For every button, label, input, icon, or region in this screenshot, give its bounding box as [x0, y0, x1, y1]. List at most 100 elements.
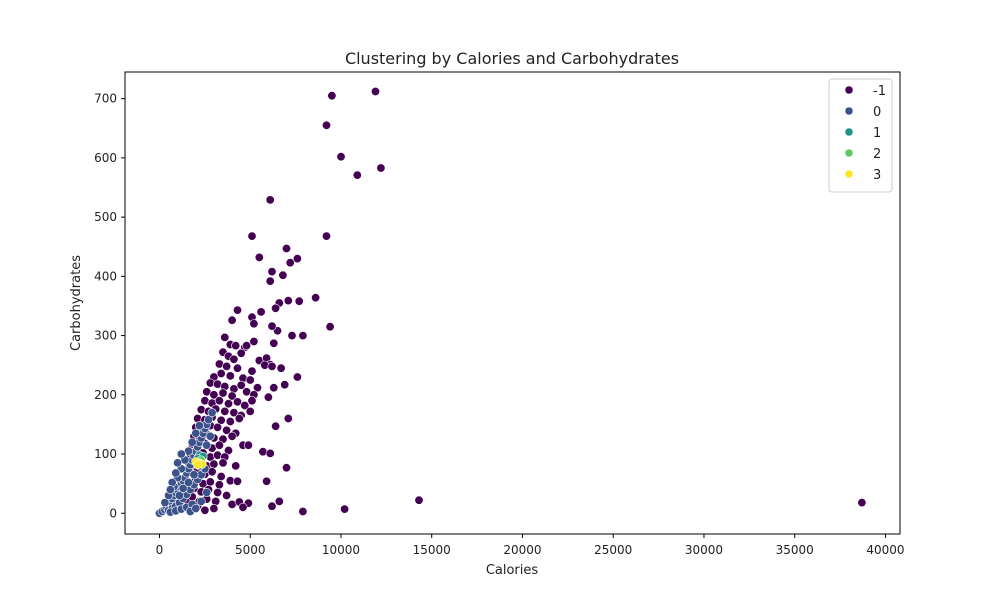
scatter-point-cluster-0-23 [227, 315, 237, 325]
scatter-point-cluster-0-173 [209, 503, 219, 513]
x-tick-label-8: 40000 [866, 543, 904, 557]
y-tick-label-0: 0 [109, 506, 117, 520]
scatter-point-cluster-0-47 [233, 363, 243, 373]
scatter-point-cluster-0-91 [225, 416, 235, 426]
scatter-point-cluster-0-21 [233, 305, 243, 315]
scatter-point-cluster-0-163 [238, 502, 248, 512]
scatter-point-cluster-0-36 [249, 336, 259, 346]
scatter-point-cluster-1-64 [160, 498, 170, 508]
legend-marker-1 [844, 106, 854, 116]
scatter-point-cluster-0-152 [222, 490, 232, 500]
x-tick-label-6: 30000 [685, 543, 723, 557]
scatter-point-cluster-0-12 [292, 254, 302, 264]
legend-label-3: 2 [873, 147, 881, 162]
scatter-point-cluster-0-168 [857, 498, 867, 508]
scatter-point-cluster-0-69 [227, 391, 237, 401]
scatter-point-cluster-0-167 [414, 495, 424, 505]
legend-label-4: 3 [873, 168, 881, 183]
scatter-point-cluster-1-68 [191, 503, 201, 513]
scatter-point-cluster-1-27 [207, 408, 217, 418]
scatter-point-cluster-0-18 [294, 296, 304, 306]
scatter-point-cluster-1-55 [189, 470, 199, 480]
scatter-point-cluster-0-136 [216, 471, 226, 481]
scatter-point-cluster-0-65 [280, 380, 290, 390]
scatter-point-cluster-0-112 [214, 440, 224, 450]
scatter-point-cluster-0-4 [352, 170, 362, 180]
scatter-point-cluster-0-142 [205, 477, 215, 487]
scatter-point-cluster-0-57 [292, 372, 302, 382]
legend: -1 0 1 2 3 [828, 78, 893, 193]
scatter-point-cluster-1-49 [187, 437, 197, 447]
scatter-point-cluster-1-51 [194, 421, 204, 431]
scatter-point-cluster-1-26 [204, 415, 214, 425]
scatter-point-cluster-0-41 [236, 348, 246, 358]
legend-box [828, 78, 893, 193]
y-tick-label-6: 600 [94, 151, 117, 165]
scatter-point-cluster-0-106 [227, 431, 237, 441]
scatter-point-cluster-0-15 [265, 276, 275, 286]
y-tick-label-7: 700 [94, 92, 117, 106]
scatter-point-cluster-0-30 [298, 331, 308, 341]
scatter-point-cluster-0-162 [274, 496, 284, 506]
scatter-point-cluster-0-53 [216, 368, 226, 378]
scatter-point-cluster-0-128 [218, 458, 228, 468]
plot-area [155, 87, 867, 518]
x-tick-label-4: 20000 [503, 543, 541, 557]
scatter-point-cluster-1-70 [202, 487, 212, 497]
scatter-point-cluster-1-54 [184, 477, 194, 487]
scatter-point-cluster-0-37 [269, 338, 279, 348]
scatter-point-cluster-0-63 [253, 383, 263, 393]
legend-label-1: 0 [873, 105, 881, 120]
x-tick-label-5: 25000 [594, 543, 632, 557]
scatter-point-cluster-0-10 [281, 244, 291, 254]
legend-marker-3 [844, 148, 854, 158]
scatter-point-cluster-0-5 [376, 163, 386, 173]
scatter-point-cluster-0-75 [214, 396, 224, 406]
scatter-point-cluster-0-50 [267, 361, 277, 371]
scatter-point-cluster-0-1 [370, 87, 380, 97]
scatter-point-cluster-0-166 [340, 504, 350, 514]
scatter-point-cluster-0-77 [233, 397, 243, 407]
scatter-point-cluster-0-122 [265, 448, 275, 458]
scatter-point-cluster-0-3 [336, 152, 346, 162]
scatter-point-cluster-0-114 [243, 440, 253, 450]
scatter-point-cluster-0-127 [209, 459, 219, 469]
y-tick-label-4: 400 [94, 269, 117, 283]
x-tick-label-3: 15000 [413, 543, 451, 557]
scatter-point-cluster-0-92 [234, 413, 244, 423]
scatter-point-cluster-1-59 [171, 468, 181, 478]
scatter-point-cluster-0-68 [218, 388, 228, 398]
scatter-point-cluster-4-3 [193, 460, 203, 470]
scatter-point-cluster-0-90 [216, 415, 226, 425]
scatter-point-cluster-0-2 [321, 120, 331, 130]
scatter-point-cluster-0-83 [220, 406, 230, 416]
scatter-point-cluster-0-27 [267, 321, 277, 331]
scatter-point-cluster-0-64 [269, 383, 279, 393]
scatter-point-cluster-0-28 [325, 322, 335, 332]
x-tick-label-7: 35000 [776, 543, 814, 557]
y-tick-label-1: 100 [94, 447, 117, 461]
scatter-point-cluster-0-17 [283, 296, 293, 306]
scatter-point-cluster-0-46 [222, 361, 232, 371]
x-tick-label-1: 5000 [235, 543, 266, 557]
scatter-point-cluster-0-172 [200, 505, 210, 515]
y-axis-label: Carbohydrates [69, 255, 84, 351]
scatter-point-cluster-0-54 [225, 371, 235, 381]
x-axis-label: Calories [486, 563, 539, 578]
scatter-point-cluster-0-26 [249, 319, 259, 329]
scatter-point-cluster-0-144 [233, 476, 243, 486]
legend-label-0: -1 [873, 84, 886, 99]
scatter-point-cluster-0-22 [256, 307, 266, 317]
chart-title: Clustering by Calories and Carbohydrates [345, 49, 679, 68]
scatter-point-cluster-0-51 [276, 363, 286, 373]
legend-marker-0 [844, 85, 854, 95]
scatter-point-cluster-1-60 [173, 458, 183, 468]
scatter-point-cluster-0-164 [267, 501, 277, 511]
scatter-point-cluster-0-86 [245, 406, 255, 416]
scatter-point-cluster-0-6 [265, 195, 275, 205]
scatter-point-cluster-0-40 [229, 354, 239, 364]
scatter-point-cluster-0-20 [271, 303, 281, 313]
scatter-point-cluster-0-34 [231, 341, 241, 351]
scatter-point-cluster-0-129 [231, 461, 241, 471]
scatter-point-cluster-0-13 [267, 267, 277, 277]
